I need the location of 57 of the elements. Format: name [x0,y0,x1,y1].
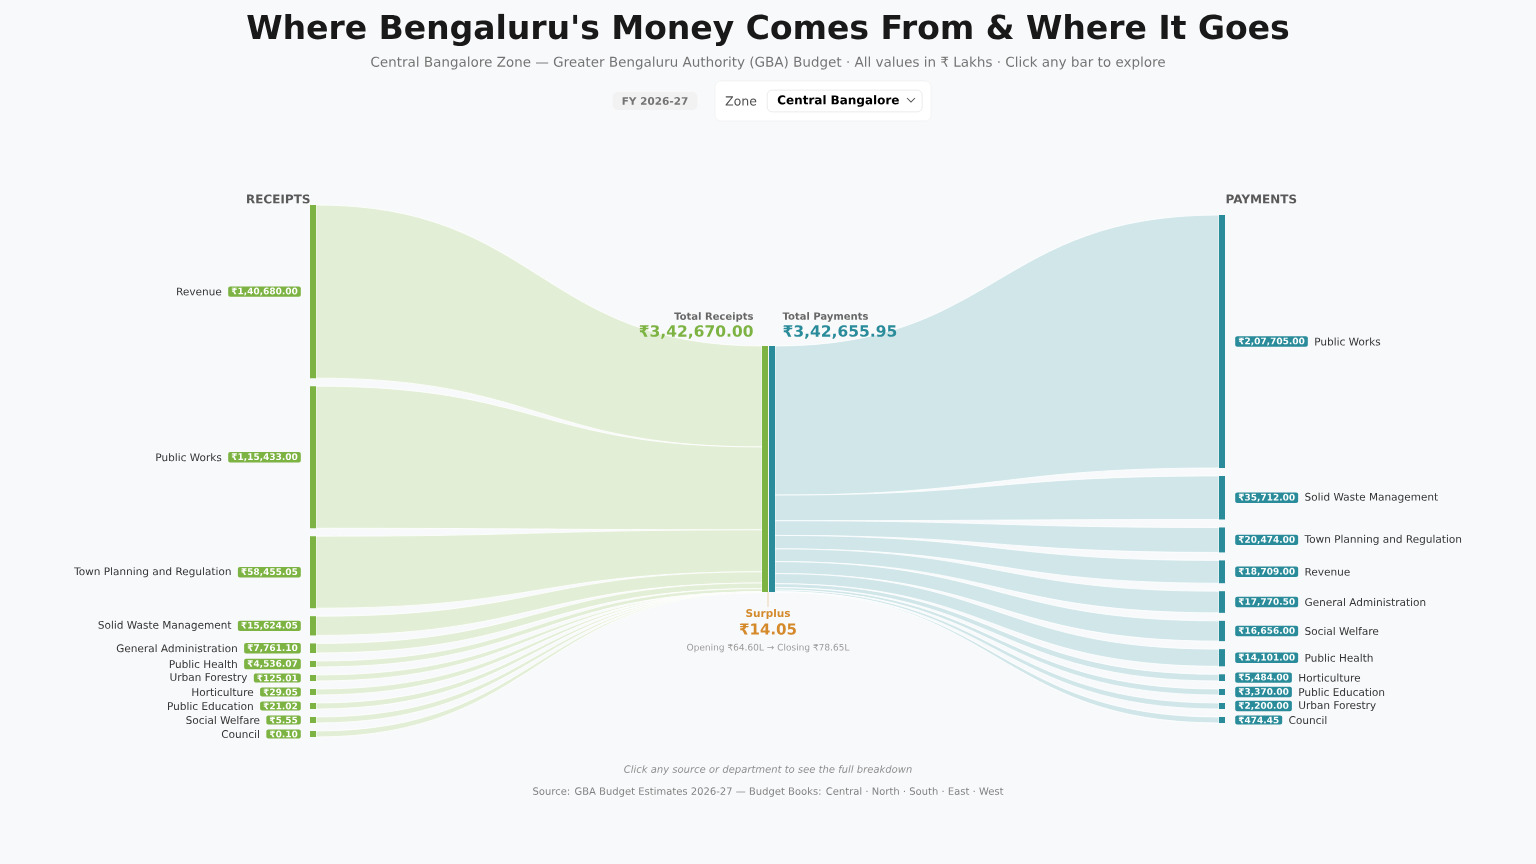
category-label: Solid Waste Management [98,620,232,631]
source-note: Source: GBA Budget Estimates 2026-27 — Budget Books: Central · North · South · East · West [533,787,1004,797]
category-label: Council [221,729,259,739]
data-label: ₹14,101.00 [1238,653,1295,662]
data-label: ₹125.01 [257,674,298,682]
data-label: ₹7,761.10 [247,644,298,653]
text: Total Receipts [674,312,754,322]
data-label: ₹21.02 [263,702,298,710]
category-label: Revenue [177,287,222,296]
text: Central Bangalore Zone — Greater Bengaluru Authority (GBA) Budget · All values in ₹ Lakhs · Click any bar to explore [371,56,1165,70]
category-label: Town Planning and Regulation [1304,534,1462,546]
category-label: Urban Forestry [1299,700,1376,712]
category-label: General Administration [1305,597,1426,607]
category-label: Public Works [156,453,222,462]
category-label: Social Welfare [186,715,260,725]
text: PAYMENTS [1226,194,1297,204]
data-label: ₹5.55 [269,716,298,724]
category-label: Solid Waste Management [1305,492,1438,503]
data-label: ₹17,770.50 [1238,598,1295,607]
text: Click any source or department to see the full breakdown [624,765,912,775]
data-label: ₹5,484.00 [1238,673,1289,682]
category-label: Social Welfare [1305,626,1379,636]
data-label: ₹35,712.00 [1238,493,1295,502]
category-label: Town Planning and Regulation [74,567,231,578]
category-label: General Administration [116,644,237,653]
category-label: Revenue [1305,567,1350,576]
category-label: Horticulture [1299,673,1361,682]
data-label: ₹1,40,680.00 [231,287,298,296]
data-label: ₹2,07,705.00 [1238,337,1305,346]
text: FY 2026-27 [622,97,688,105]
category-label: Public Education [168,701,253,711]
text: Zone [725,96,757,106]
category-label: Horticulture [192,687,254,697]
data-label: ₹3,370.00 [1238,688,1289,696]
data-label: ₹18,709.00 [1238,567,1295,576]
data-label: ₹4,536.07 [247,660,298,668]
text: RECEIPTS [247,194,310,204]
category-label: Public Works [1315,337,1381,346]
category-label: Public Education [1299,687,1385,697]
data-label: ₹474.45 [1238,716,1279,724]
data-label: ₹29.05 [263,688,298,696]
text: ₹3,42,670.00 [639,325,753,339]
data-label: ₹0.10 [269,730,298,738]
category-label: Public Health [169,659,237,669]
data-label: ₹58,455.05 [241,568,298,577]
category-label: Public Health [1305,653,1373,662]
data-label: ₹15,624.05 [241,621,298,630]
text: Total Payments [782,312,868,322]
data-label: ₹2,200.00 [1238,702,1289,710]
data-label: ₹20,474.00 [1238,535,1295,544]
text: ₹3,42,655.95 [783,325,897,339]
category-label: Council [1289,715,1327,725]
text: Central Bangalore [777,95,899,107]
category-label: Urban Forestry [170,672,248,684]
data-label: ₹16,656.00 [1238,627,1295,635]
data-label: ₹1,15,433.00 [231,453,298,462]
text: Where Bengaluru's Money Comes From & Where It Goes [247,13,1289,47]
